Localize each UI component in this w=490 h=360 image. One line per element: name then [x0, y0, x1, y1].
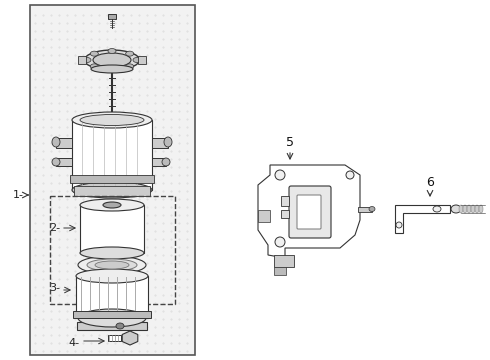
- Bar: [56, 138, 72, 148]
- Ellipse shape: [133, 58, 141, 63]
- Bar: [78, 56, 86, 64]
- Bar: [30, 5, 195, 355]
- Ellipse shape: [162, 158, 170, 166]
- Bar: [152, 138, 168, 148]
- Ellipse shape: [103, 202, 121, 208]
- Bar: [108, 335, 121, 341]
- FancyBboxPatch shape: [297, 195, 321, 229]
- Text: 2-: 2-: [49, 223, 60, 233]
- Ellipse shape: [93, 53, 131, 67]
- Bar: [56, 158, 72, 166]
- Ellipse shape: [275, 237, 285, 247]
- Text: 5: 5: [286, 135, 294, 148]
- Bar: [74, 186, 150, 196]
- Ellipse shape: [87, 259, 137, 271]
- Ellipse shape: [463, 205, 467, 213]
- Bar: [274, 267, 286, 275]
- Ellipse shape: [459, 205, 463, 213]
- Text: 3-: 3-: [49, 283, 60, 293]
- Bar: [72, 120, 152, 190]
- Bar: [77, 322, 147, 330]
- Polygon shape: [395, 205, 450, 233]
- Ellipse shape: [467, 205, 471, 213]
- Ellipse shape: [164, 137, 172, 147]
- Bar: [281, 210, 289, 218]
- Ellipse shape: [125, 64, 134, 69]
- Bar: [274, 255, 294, 267]
- Bar: [138, 56, 146, 64]
- Ellipse shape: [275, 170, 285, 180]
- Ellipse shape: [475, 205, 479, 213]
- Bar: [152, 158, 166, 166]
- Ellipse shape: [91, 65, 133, 73]
- Ellipse shape: [125, 51, 134, 56]
- Ellipse shape: [95, 261, 129, 269]
- Bar: [73, 311, 151, 318]
- Bar: [258, 210, 270, 222]
- Ellipse shape: [83, 58, 91, 63]
- Ellipse shape: [52, 158, 60, 166]
- Ellipse shape: [346, 171, 354, 179]
- Bar: [80, 205, 144, 253]
- Bar: [70, 175, 154, 183]
- Ellipse shape: [479, 205, 483, 213]
- Ellipse shape: [84, 50, 140, 70]
- Bar: [108, 14, 116, 19]
- Ellipse shape: [52, 137, 60, 147]
- Ellipse shape: [108, 67, 116, 72]
- Polygon shape: [258, 165, 360, 258]
- Bar: [50, 196, 175, 304]
- Ellipse shape: [108, 49, 116, 54]
- Ellipse shape: [78, 309, 146, 327]
- Ellipse shape: [78, 256, 146, 274]
- Ellipse shape: [369, 207, 375, 211]
- Bar: [281, 196, 289, 206]
- Ellipse shape: [451, 205, 461, 213]
- Ellipse shape: [90, 64, 98, 69]
- Ellipse shape: [76, 269, 148, 283]
- Text: 6: 6: [426, 176, 434, 189]
- Ellipse shape: [471, 205, 475, 213]
- Ellipse shape: [72, 112, 152, 128]
- Ellipse shape: [80, 247, 144, 259]
- Ellipse shape: [80, 114, 144, 126]
- Ellipse shape: [433, 206, 441, 212]
- Ellipse shape: [90, 51, 98, 56]
- Text: 1-: 1-: [13, 190, 24, 200]
- Bar: [76, 276, 148, 314]
- FancyBboxPatch shape: [289, 186, 331, 238]
- Ellipse shape: [80, 199, 144, 211]
- Ellipse shape: [116, 323, 124, 329]
- Ellipse shape: [72, 182, 152, 198]
- Text: 4-: 4-: [69, 338, 80, 348]
- Ellipse shape: [396, 222, 402, 228]
- Bar: [358, 207, 372, 212]
- Polygon shape: [122, 331, 138, 345]
